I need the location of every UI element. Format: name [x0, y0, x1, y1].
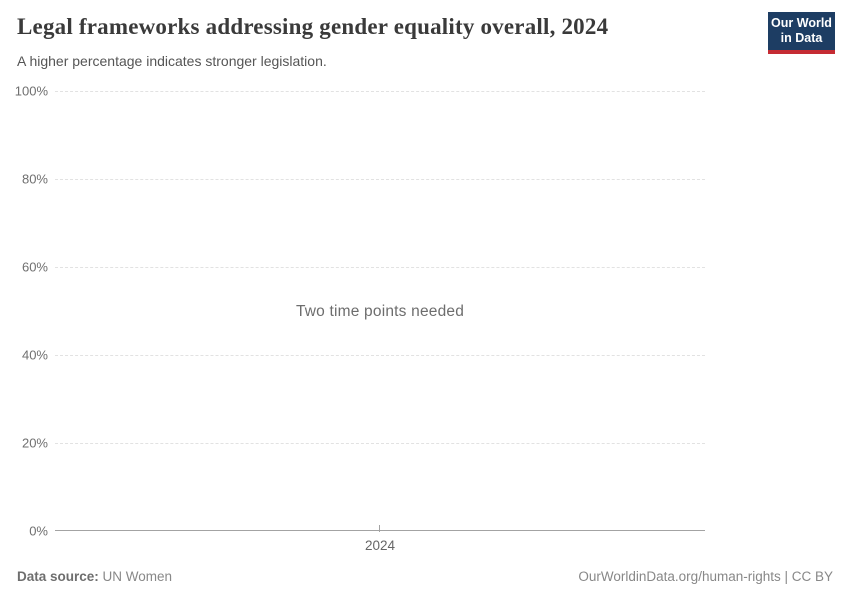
y-axis-tick-60: 60%: [21, 259, 48, 275]
owid-logo-line2: in Data: [780, 31, 823, 45]
chart-subtitle: A higher percentage indicates stronger l…: [17, 53, 327, 69]
footer-attribution: OurWorldinData.org/human-rights | CC BY: [578, 569, 833, 584]
gridline-80: [55, 179, 705, 180]
y-axis-tick-100: 100%: [14, 83, 48, 99]
owid-logo: Our World in Data: [768, 12, 835, 54]
data-source-label: Data source:: [17, 569, 99, 584]
y-axis-tick-80: 80%: [21, 171, 48, 187]
owid-logo-line1: Our World: [771, 16, 832, 30]
x-axis-tick-mark: [379, 525, 380, 532]
y-axis-tick-0: 0%: [29, 523, 48, 539]
gridline-100: [55, 91, 705, 92]
data-source-value: UN Women: [98, 569, 173, 584]
gridline-40: [55, 355, 705, 356]
gridline-60: [55, 267, 705, 268]
footer-data-source: Data source: UN Women: [17, 569, 172, 584]
y-axis-tick-20: 20%: [21, 435, 48, 451]
gridline-20: [55, 443, 705, 444]
x-axis-tick-label: 2024: [364, 538, 396, 553]
chart-title: Legal frameworks addressing gender equal…: [17, 14, 609, 39]
y-axis-tick-40: 40%: [21, 347, 48, 363]
chart-empty-note: Two time points needed: [295, 303, 465, 320]
plot-area: [55, 91, 705, 531]
